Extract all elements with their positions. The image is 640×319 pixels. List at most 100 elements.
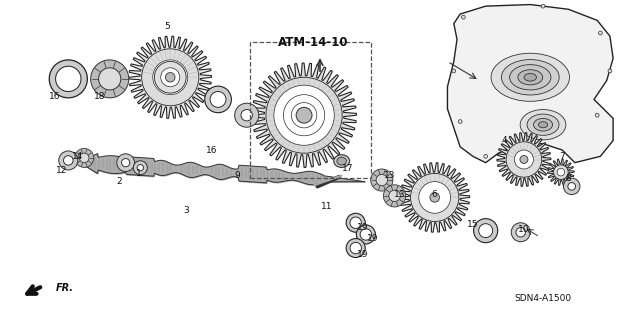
Ellipse shape — [275, 87, 333, 144]
Text: 18: 18 — [95, 92, 106, 101]
Ellipse shape — [346, 239, 365, 257]
Text: 19: 19 — [357, 250, 369, 259]
Ellipse shape — [154, 62, 186, 93]
Text: 15: 15 — [467, 220, 479, 229]
Polygon shape — [252, 63, 356, 167]
Ellipse shape — [137, 165, 143, 171]
Text: 9: 9 — [234, 171, 240, 180]
Polygon shape — [447, 4, 613, 163]
Ellipse shape — [333, 155, 349, 167]
Text: 2: 2 — [116, 177, 122, 186]
Ellipse shape — [452, 69, 456, 73]
Polygon shape — [129, 36, 212, 118]
Ellipse shape — [79, 153, 89, 163]
Text: 7: 7 — [559, 152, 565, 161]
Ellipse shape — [141, 49, 199, 106]
Ellipse shape — [59, 151, 78, 170]
Ellipse shape — [518, 70, 543, 85]
Ellipse shape — [284, 95, 324, 136]
Text: SDN4-A1500: SDN4-A1500 — [515, 293, 572, 302]
Ellipse shape — [563, 178, 580, 195]
Ellipse shape — [568, 182, 575, 190]
Ellipse shape — [484, 154, 488, 158]
Text: 8: 8 — [566, 174, 572, 183]
Text: 14: 14 — [72, 152, 84, 161]
Ellipse shape — [520, 156, 528, 163]
Ellipse shape — [350, 242, 362, 254]
Ellipse shape — [91, 60, 129, 98]
Text: FR.: FR. — [56, 283, 74, 293]
Ellipse shape — [356, 225, 376, 244]
Ellipse shape — [296, 107, 312, 123]
Text: 17: 17 — [342, 165, 353, 174]
Ellipse shape — [557, 168, 564, 176]
Text: 6: 6 — [432, 190, 438, 199]
Ellipse shape — [430, 193, 440, 202]
Ellipse shape — [122, 159, 130, 167]
Text: 1: 1 — [136, 169, 141, 178]
Ellipse shape — [534, 118, 552, 131]
Bar — [250, 42, 371, 178]
Ellipse shape — [99, 68, 121, 90]
Ellipse shape — [49, 60, 87, 98]
Ellipse shape — [346, 213, 365, 232]
Ellipse shape — [491, 53, 570, 101]
Text: ATM-14-10: ATM-14-10 — [278, 36, 349, 49]
Text: 3: 3 — [183, 206, 189, 215]
Ellipse shape — [210, 92, 226, 107]
Ellipse shape — [350, 217, 362, 228]
Ellipse shape — [161, 68, 180, 87]
Text: 10: 10 — [518, 225, 530, 234]
Ellipse shape — [376, 174, 388, 186]
Ellipse shape — [291, 103, 317, 128]
Text: 11: 11 — [321, 203, 332, 211]
Polygon shape — [497, 133, 551, 186]
Ellipse shape — [166, 72, 175, 82]
Ellipse shape — [554, 165, 568, 179]
Text: 5: 5 — [164, 22, 170, 31]
Text: 16: 16 — [206, 145, 218, 154]
Ellipse shape — [63, 156, 73, 165]
Ellipse shape — [506, 142, 541, 177]
Ellipse shape — [461, 15, 465, 19]
Ellipse shape — [383, 185, 406, 207]
Ellipse shape — [360, 229, 372, 240]
Text: 13: 13 — [385, 171, 396, 180]
Ellipse shape — [458, 120, 462, 123]
Text: 19: 19 — [367, 234, 378, 243]
Ellipse shape — [337, 157, 346, 165]
Ellipse shape — [598, 31, 602, 35]
Ellipse shape — [595, 113, 599, 117]
Ellipse shape — [371, 169, 393, 191]
Text: 13: 13 — [394, 190, 405, 199]
Ellipse shape — [241, 109, 252, 121]
Ellipse shape — [479, 224, 493, 238]
Ellipse shape — [511, 223, 531, 242]
Ellipse shape — [516, 227, 525, 237]
Ellipse shape — [419, 182, 451, 213]
Ellipse shape — [527, 114, 559, 135]
Text: 16: 16 — [49, 92, 60, 101]
Ellipse shape — [235, 103, 259, 127]
Text: 12: 12 — [56, 166, 68, 175]
Polygon shape — [400, 163, 470, 232]
Ellipse shape — [520, 109, 566, 140]
Ellipse shape — [474, 219, 498, 243]
Ellipse shape — [205, 86, 232, 113]
Ellipse shape — [274, 85, 334, 145]
Ellipse shape — [608, 69, 612, 73]
Ellipse shape — [524, 73, 536, 81]
Ellipse shape — [389, 190, 400, 202]
Ellipse shape — [266, 77, 342, 153]
Polygon shape — [548, 159, 574, 185]
Ellipse shape — [538, 122, 548, 128]
Ellipse shape — [56, 66, 81, 92]
Ellipse shape — [411, 174, 459, 221]
Text: 19: 19 — [357, 223, 369, 232]
Ellipse shape — [116, 154, 134, 172]
Ellipse shape — [515, 150, 533, 169]
Ellipse shape — [133, 161, 147, 175]
Ellipse shape — [541, 4, 545, 8]
Ellipse shape — [501, 60, 559, 95]
Ellipse shape — [509, 65, 551, 90]
